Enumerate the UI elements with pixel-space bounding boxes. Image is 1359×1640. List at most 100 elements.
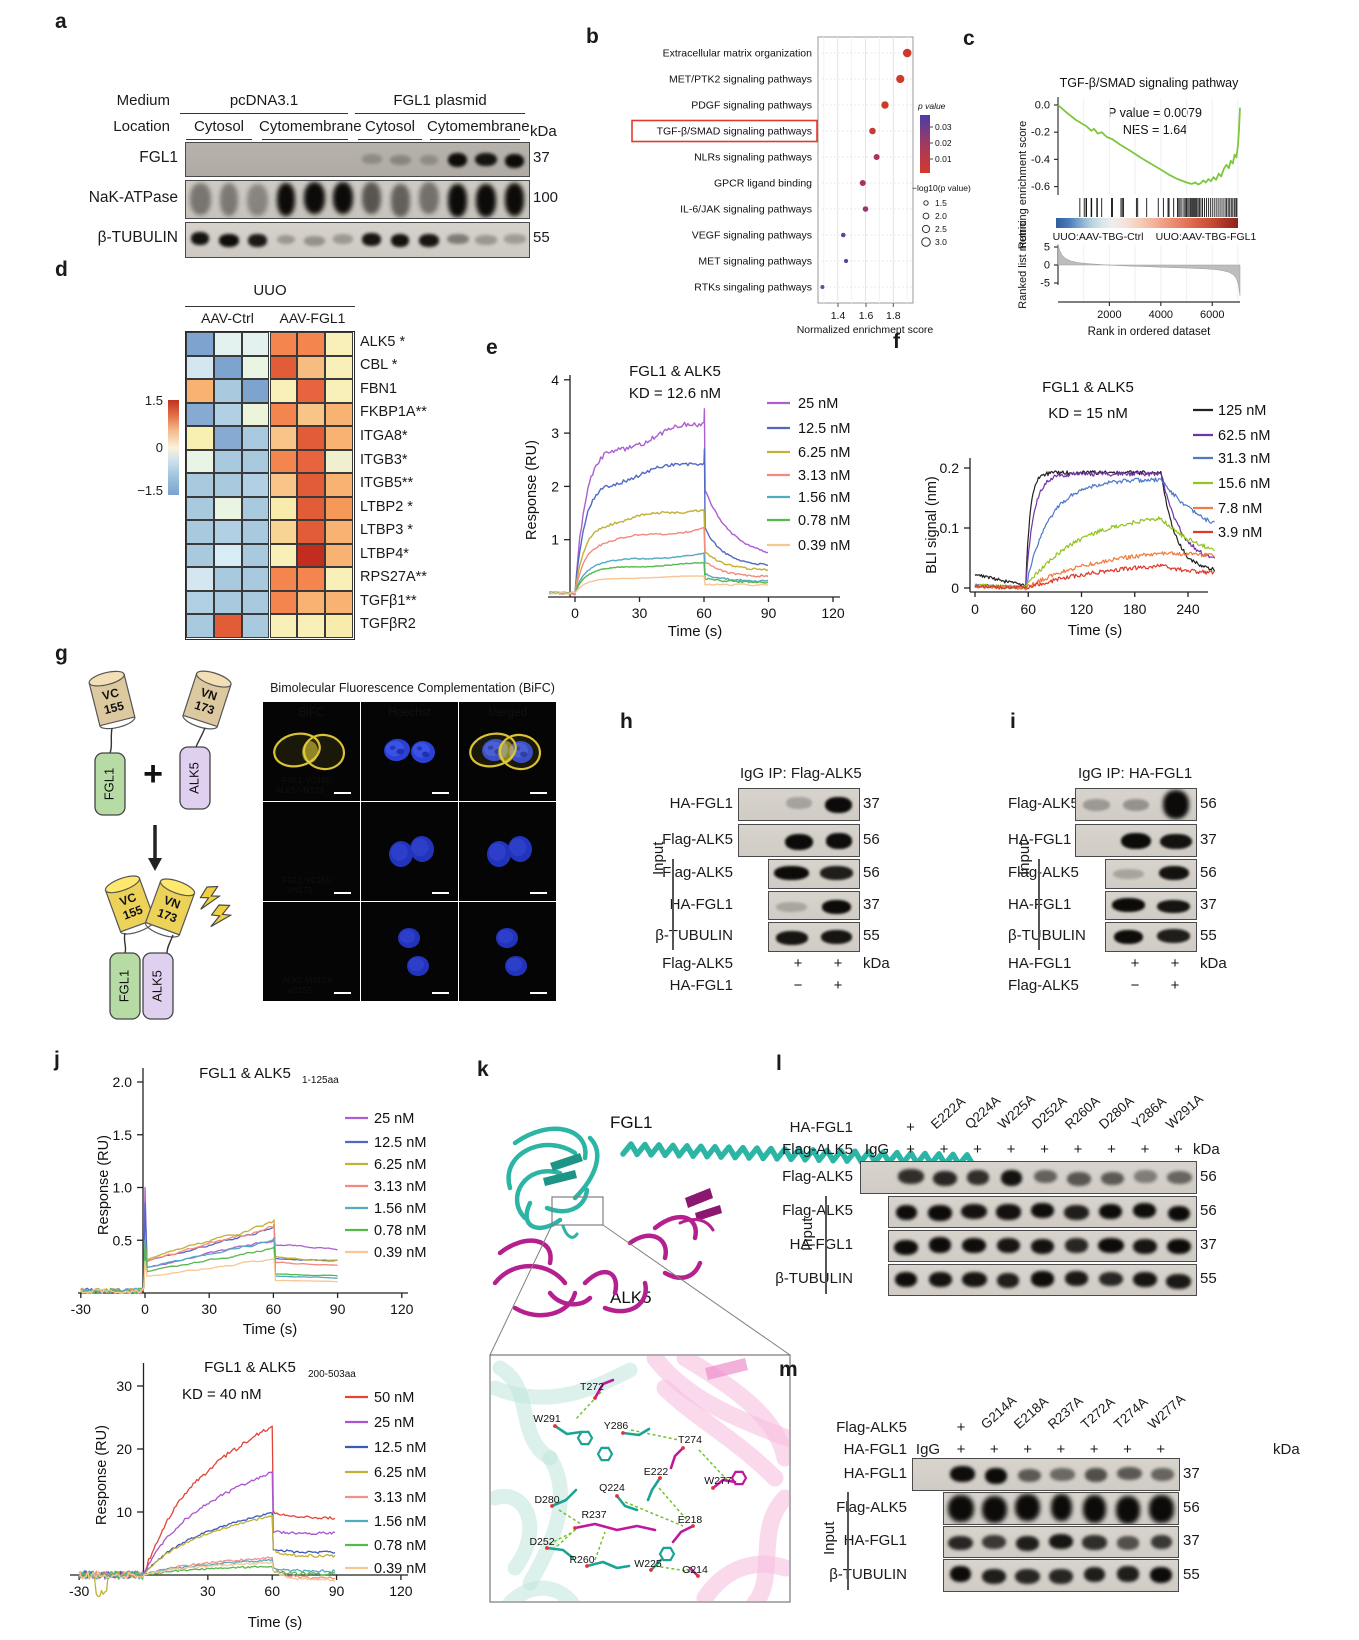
legend-label: 31.3 nM — [1218, 451, 1270, 467]
blot-row-label: β-TUBULIN — [97, 229, 178, 246]
size-legend-circle — [921, 224, 931, 234]
blot-band — [304, 236, 326, 246]
gene-label: CBL * — [360, 357, 398, 374]
residue-ring — [730, 1470, 748, 1486]
bifc-image-1-0: FGL1-VC155/VN173 — [263, 802, 360, 901]
lightning-bolt-icon — [210, 904, 233, 928]
heatmap-cell — [269, 355, 298, 380]
sensorgram-curve — [80, 1256, 338, 1294]
blot-band — [948, 1535, 974, 1551]
bottom-row-label: Flag-ALK5 — [662, 955, 733, 972]
bifc-row-label: FGL1-VC155/ — [282, 776, 333, 785]
pathway-label: MET/PTK2 signaling pathways — [669, 74, 812, 86]
metric-tick: -5 — [1040, 278, 1050, 290]
x-tick: -30 — [71, 1301, 91, 1317]
sensorgram-curve — [78, 1561, 336, 1582]
blot-band — [1132, 1272, 1157, 1288]
blot-band — [361, 154, 383, 165]
pathway-label: TGF-β/SMAD signaling pathways — [657, 126, 812, 138]
input-label: Input — [650, 841, 667, 875]
x-tick: 0 — [971, 601, 979, 617]
structure-svg: FGL1ALK5T272W291Y286T274E222W277Q224D280… — [489, 1113, 976, 1603]
plus-symbol: + — [1107, 1141, 1116, 1158]
legend-label: 125 nM — [1218, 403, 1266, 419]
y-tick: 2 — [551, 478, 559, 494]
heatmap-cell — [241, 590, 270, 615]
bottom-symbol: − — [1130, 977, 1140, 994]
kda-header: kDa — [1193, 1141, 1220, 1158]
gene-label: TGFβ1** — [360, 592, 417, 609]
construct-row1-label: Flag-ALK5 — [836, 1419, 907, 1436]
blot-band — [1030, 1238, 1055, 1255]
text-label: 173 — [155, 906, 179, 926]
pathway-label: VEGF signaling pathways — [692, 230, 812, 242]
x-tick: 30 — [201, 1301, 217, 1317]
bifc-image-0-0: BiFC FGL1-VC155/ALK5-VN173 — [263, 702, 360, 801]
blot-box — [1075, 824, 1197, 857]
chart-title: FGL1 & ALK5 — [204, 1359, 296, 1376]
blot-band — [996, 1238, 1020, 1254]
es-tick: -0.6 — [1031, 181, 1050, 193]
heatmap-cell — [269, 567, 298, 591]
heatmap-cell — [241, 473, 270, 497]
blot-band — [1166, 1273, 1192, 1289]
protein-box-label: FGL1 — [116, 970, 131, 1003]
residue-stick-Y286 — [621, 1427, 651, 1437]
heatmap-cell — [269, 379, 298, 403]
x-axis-label: Time (s) — [1068, 622, 1122, 639]
alk5-sheet — [685, 1188, 713, 1208]
blot-row-label: HA-FGL1 — [1008, 830, 1072, 848]
legend-label: 3.9 nM — [1218, 525, 1262, 541]
nucleus — [505, 956, 527, 976]
input-bracket — [847, 1492, 849, 1590]
mutant-label-D280A: D280A — [1095, 1093, 1137, 1132]
hydrogen-bond — [558, 1509, 582, 1525]
gene-label: FBN1 — [360, 380, 398, 397]
residue-stick-R260 — [585, 1560, 631, 1570]
blot-box — [738, 824, 860, 857]
heatmap-cell — [269, 402, 298, 427]
bifc-signal-patch — [302, 741, 318, 763]
panel-j-spr-alk5-200-503: FGL1 & ALK5 200-503aa KD = 40 nM 30 20 10 Resp… — [40, 1345, 470, 1640]
pathway-dot — [869, 127, 876, 135]
mutant-label-R237A: R237A — [1044, 1393, 1086, 1432]
line — [489, 1224, 553, 1356]
x-tick: 90 — [330, 1301, 346, 1317]
panel-letter-g: g — [55, 642, 68, 665]
heatmap-cell — [297, 614, 326, 638]
input-bracket — [1038, 859, 1040, 950]
blot-row-label: HA-FGL1 — [843, 1464, 907, 1482]
bli-curve — [974, 563, 1215, 590]
ylabel-running-es: Running enrichment score — [1017, 121, 1029, 249]
size-legend-label: 2.0 — [935, 211, 947, 221]
mutant-label-W277A: W277A — [1144, 1391, 1188, 1432]
oxygen-tip — [649, 1568, 653, 1572]
blot-band — [774, 866, 809, 881]
blot-band — [950, 1466, 976, 1483]
input-label: Input — [1016, 841, 1033, 875]
residue-stick-E222 — [646, 1476, 662, 1502]
heatmap-cell — [325, 496, 353, 521]
x-tick: 30 — [632, 605, 648, 621]
text-label: 173 — [193, 698, 217, 718]
bottom-row-label: HA-FGL1 — [669, 977, 733, 994]
size-legend-circle — [921, 237, 931, 247]
gene-label: ITGA8* — [360, 427, 408, 444]
blot-band — [1158, 865, 1189, 880]
x-tick: 120 — [390, 1301, 414, 1317]
heatmap-cell — [186, 590, 214, 615]
panel-c-gsea-plot: TGF-β/SMAD signaling pathway P value = 0.… — [960, 25, 1359, 360]
bifc-cell-svg — [398, 928, 449, 994]
blot-row-label: Flag-ALK5 — [782, 1167, 853, 1185]
heatmap-cell — [186, 567, 214, 591]
panel-k-structure-model: FGL1 ALK5 T272 W291 Y286 T274 E222 W277 Q224 D280… — [455, 1058, 1000, 1640]
residue-stick-T272 — [593, 1378, 615, 1400]
blot-row-label: Flag-ALK5 — [662, 864, 733, 881]
kda-value: 56 — [1200, 1167, 1217, 1185]
oxygen-tip — [691, 1524, 695, 1528]
fgl1-bg-ribbon — [502, 1580, 580, 1601]
heatmap-cell — [241, 543, 270, 568]
heatmap-cell — [297, 379, 326, 403]
heatmap-cell — [297, 543, 326, 568]
